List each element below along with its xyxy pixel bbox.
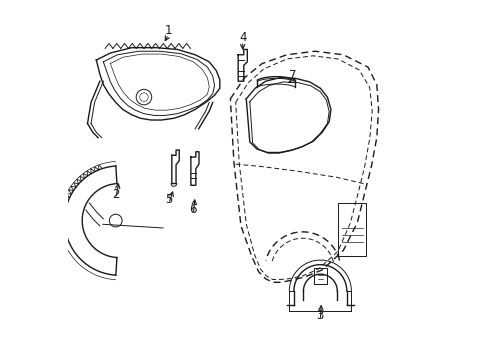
Text: 7: 7 — [289, 69, 296, 82]
Text: 5: 5 — [164, 193, 172, 206]
Text: 4: 4 — [239, 31, 246, 44]
Text: 3: 3 — [316, 309, 324, 322]
Text: 2: 2 — [112, 188, 119, 201]
Text: 1: 1 — [164, 23, 172, 37]
Text: 6: 6 — [189, 203, 197, 216]
